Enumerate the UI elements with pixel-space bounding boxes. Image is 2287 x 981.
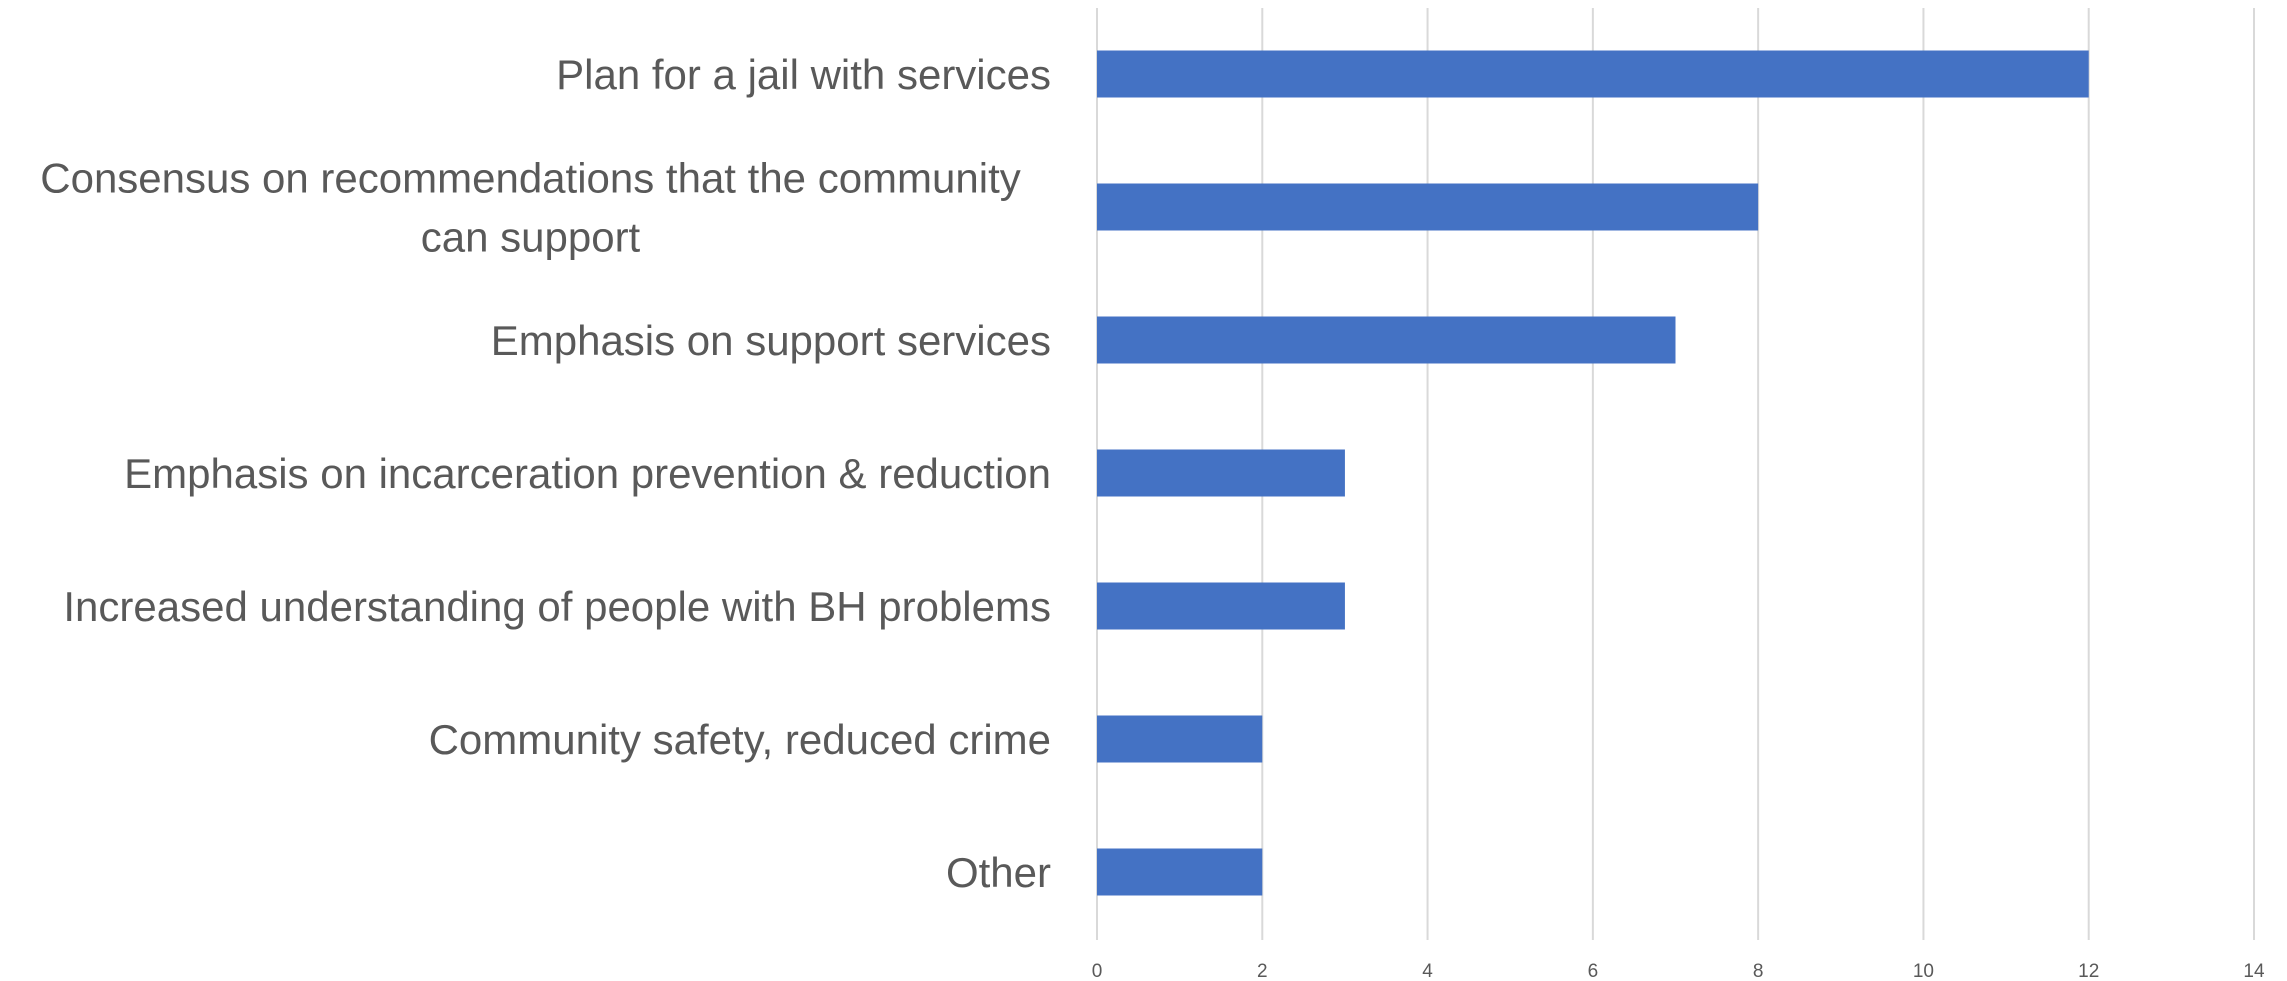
- bar: [1097, 449, 1345, 497]
- bar: [1097, 183, 1759, 231]
- bars: [1097, 50, 2089, 896]
- x-tick-label: 2: [1257, 961, 1268, 981]
- gridlines: [1096, 8, 2255, 940]
- category-label-line: Emphasis on incarceration prevention & r…: [124, 450, 1051, 497]
- bar: [1097, 50, 2089, 98]
- category-label-line: Plan for a jail with services: [556, 51, 1051, 98]
- category-label-line: Emphasis on support services: [491, 317, 1051, 364]
- category-label: Other: [946, 849, 1051, 896]
- category-label: Emphasis on incarceration prevention & r…: [124, 450, 1051, 497]
- bar: [1097, 582, 1345, 630]
- category-label-line: Community safety, reduced crime: [429, 716, 1051, 763]
- category-label: Consensus on recommendations that the co…: [40, 155, 1021, 261]
- category-label-line: Increased understanding of people with B…: [63, 583, 1051, 630]
- x-tick-label: 10: [1913, 961, 1934, 981]
- x-tick-label: 0: [1092, 961, 1103, 981]
- category-label-line: Consensus on recommendations that the co…: [40, 155, 1021, 202]
- x-tick-label: 14: [2243, 961, 2265, 981]
- bar: [1097, 316, 1676, 364]
- category-label-line: Other: [946, 849, 1051, 896]
- x-tick-label: 6: [1588, 961, 1599, 981]
- x-tick-label: 4: [1422, 961, 1433, 981]
- category-label-line: can support: [421, 214, 641, 261]
- category-label: Community safety, reduced crime: [429, 716, 1051, 763]
- x-axis-ticks: 0 2 4 6 8 10 12 14: [1092, 961, 2265, 981]
- bar: [1097, 715, 1263, 763]
- category-label: Plan for a jail with services: [556, 51, 1051, 98]
- x-tick-label: 12: [2078, 961, 2099, 981]
- bar: [1097, 848, 1263, 896]
- category-label: Emphasis on support services: [491, 317, 1051, 364]
- category-label: Increased understanding of people with B…: [63, 583, 1051, 630]
- category-labels: Plan for a jail with services Consensus o…: [40, 51, 1051, 896]
- x-tick-label: 8: [1753, 961, 1764, 981]
